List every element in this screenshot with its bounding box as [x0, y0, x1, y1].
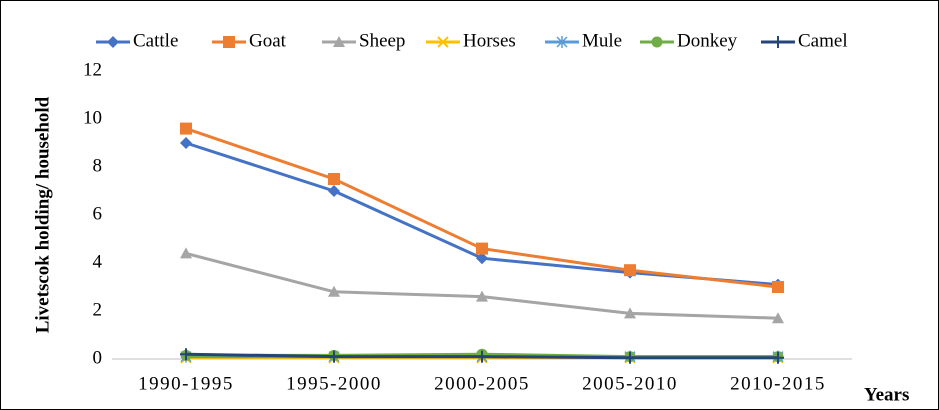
data-point	[180, 122, 192, 135]
data-point	[476, 350, 488, 363]
data-point	[180, 348, 192, 361]
legend-label: Cattle	[133, 30, 178, 51]
x-tick-label: 2005-2010	[582, 373, 678, 394]
x-tick-label: 1995-2000	[286, 373, 382, 394]
data-point	[772, 312, 784, 324]
data-point	[476, 242, 488, 255]
data-point	[328, 350, 340, 363]
legend-label: Mule	[582, 30, 622, 51]
x-axis-label: Years	[864, 384, 909, 405]
data-point	[624, 307, 636, 319]
data-point	[624, 351, 636, 364]
data-point	[772, 351, 784, 364]
data-point	[180, 137, 192, 149]
legend-marker	[223, 36, 235, 48]
legend-marker	[772, 36, 784, 48]
data-point	[328, 185, 340, 197]
y-tick-label: 2	[93, 299, 103, 320]
data-point	[476, 290, 488, 302]
legend-label: Donkey	[677, 30, 738, 51]
data-point	[180, 247, 192, 259]
legend-marker	[556, 36, 568, 48]
y-tick-label: 10	[83, 107, 102, 128]
data-point	[328, 285, 340, 297]
legend-label: Camel	[798, 30, 848, 51]
data-point	[624, 264, 636, 277]
legend-label: Sheep	[359, 30, 405, 51]
x-tick-label: 1990-1995	[138, 373, 234, 394]
y-tick-label: 8	[93, 155, 103, 176]
data-point	[772, 281, 784, 293]
x-tick-label: 2000-2005	[434, 373, 530, 394]
y-axis-label: Livetscok holding/ household	[32, 96, 53, 333]
y-tick-label: 6	[93, 203, 103, 224]
legend-marker	[651, 36, 663, 48]
y-tick-label: 4	[93, 251, 103, 272]
legend-marker	[107, 36, 119, 48]
data-point	[328, 173, 340, 185]
legend-marker	[437, 36, 449, 48]
legend-label: Goat	[249, 30, 287, 51]
legend-label: Horses	[463, 30, 516, 51]
x-tick-label: 2010-2015	[730, 373, 826, 394]
data-point	[476, 252, 488, 265]
y-tick-label: 12	[83, 59, 102, 80]
y-tick-label: 0	[93, 347, 103, 368]
legend-marker	[333, 36, 345, 47]
